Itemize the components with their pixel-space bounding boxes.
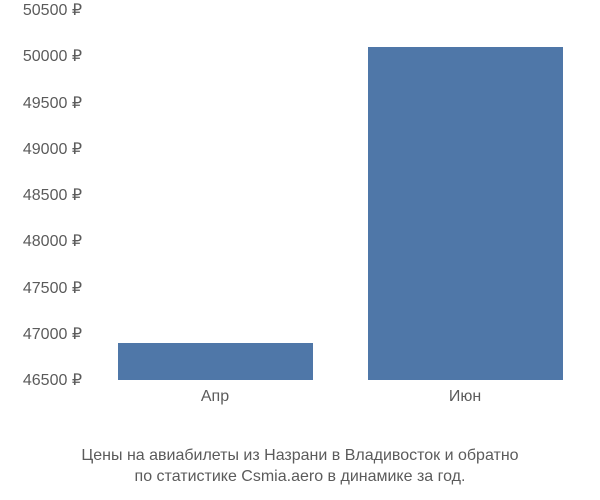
- y-tick-label: 49000 ₽: [0, 139, 82, 159]
- x-tick-label: Апр: [201, 388, 229, 406]
- y-tick-label: 50000 ₽: [0, 46, 82, 66]
- price-chart: 50500 ₽ 50000 ₽ 49500 ₽ 49000 ₽ 48500 ₽ 48000…: [0, 0, 600, 500]
- caption-line-1: Цены на авиабилеты из Назрани в Владивос…: [81, 447, 518, 464]
- y-tick-label: 48000 ₽: [0, 231, 82, 251]
- y-tick-label: 50500 ₽: [0, 0, 82, 20]
- bar: [368, 47, 563, 380]
- chart-caption: Цены на авиабилеты из Назрани в Владивос…: [0, 445, 600, 488]
- y-tick-label: 49500 ₽: [0, 93, 82, 113]
- plot-area: [90, 10, 590, 410]
- y-tick-label: 47500 ₽: [0, 278, 82, 298]
- bar: [118, 343, 313, 380]
- y-tick-label: 48500 ₽: [0, 185, 82, 205]
- x-tick-label: Июн: [449, 388, 481, 406]
- y-tick-label: 47000 ₽: [0, 324, 82, 344]
- caption-line-2: по статистике Csmia.aero в динамике за г…: [135, 468, 466, 485]
- y-tick-label: 46500 ₽: [0, 370, 82, 390]
